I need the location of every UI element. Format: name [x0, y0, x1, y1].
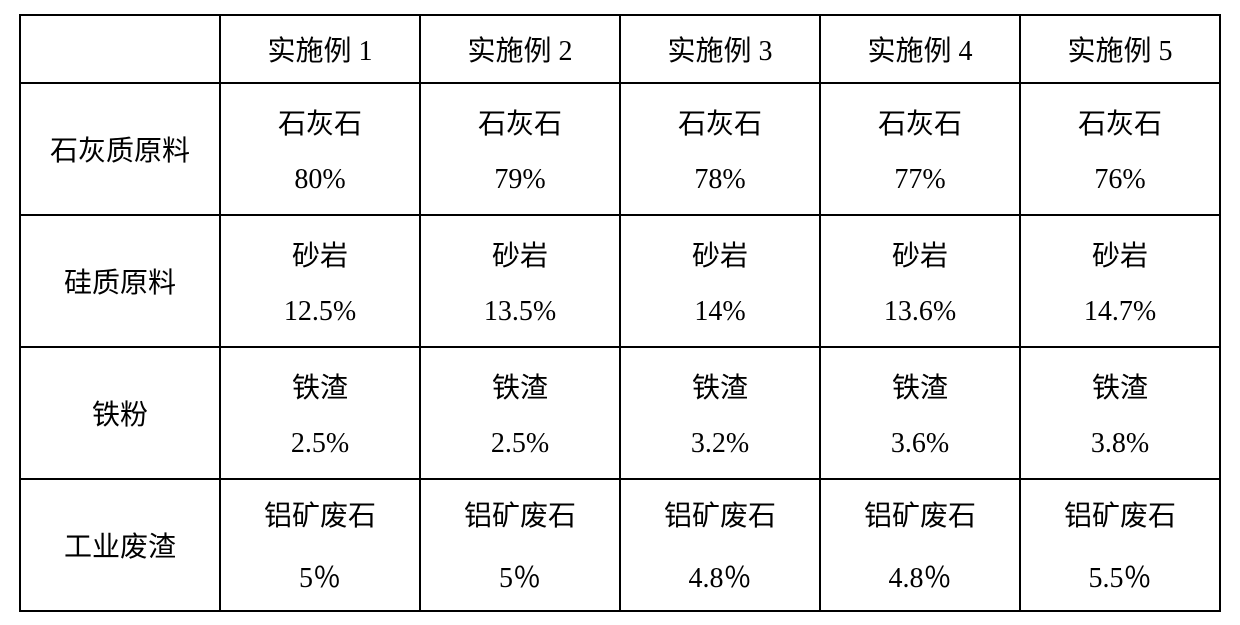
cell-percent: 5.5％ — [1088, 556, 1151, 596]
cell-percent: 13.6% — [884, 296, 956, 328]
data-cell: 铁渣 3.6% — [820, 347, 1020, 479]
cell-percent: 14% — [694, 296, 745, 328]
data-cell: 砂岩 14.7% — [1020, 215, 1220, 347]
cell-percent: 2.5% — [491, 428, 549, 460]
row-label: 石灰质原料 — [20, 83, 220, 215]
cell-material: 砂岩 — [892, 234, 948, 274]
cell-material: 铝矿废石 — [664, 494, 776, 534]
cell-percent: 13.5% — [484, 296, 556, 328]
data-cell: 铁渣 3.2% — [620, 347, 820, 479]
table-row: 石灰质原料 石灰石 80% 石灰石 79% 石灰石 78% 石灰石 77% — [20, 83, 1220, 215]
data-cell: 铁渣 2.5% — [420, 347, 620, 479]
header-col-2: 实施例 2 — [420, 15, 620, 83]
header-blank — [20, 15, 220, 83]
data-cell: 铝矿废石 4.8％ — [820, 479, 1020, 611]
cell-material: 石灰石 — [478, 102, 562, 142]
cell-material: 石灰石 — [678, 102, 762, 142]
data-cell: 石灰石 78% — [620, 83, 820, 215]
cell-percent: 80% — [294, 164, 345, 196]
cell-material: 石灰石 — [878, 102, 962, 142]
composition-table: 实施例 1 实施例 2 实施例 3 实施例 4 实施例 5 石灰质原料 石灰石 … — [19, 14, 1221, 612]
cell-material: 石灰石 — [278, 102, 362, 142]
header-col-1: 实施例 1 — [220, 15, 420, 83]
data-cell: 砂岩 13.6% — [820, 215, 1020, 347]
cell-material: 铁渣 — [692, 366, 748, 406]
data-cell: 铁渣 2.5% — [220, 347, 420, 479]
table-row: 硅质原料 砂岩 12.5% 砂岩 13.5% 砂岩 14% 砂岩 13.6% — [20, 215, 1220, 347]
cell-material: 铝矿废石 — [864, 494, 976, 534]
cell-percent: 3.8% — [1091, 428, 1149, 460]
cell-material: 铝矿废石 — [264, 494, 376, 534]
cell-percent: 79% — [494, 164, 545, 196]
header-row: 实施例 1 实施例 2 实施例 3 实施例 4 实施例 5 — [20, 15, 1220, 83]
cell-material: 铁渣 — [292, 366, 348, 406]
data-cell: 铝矿废石 5％ — [420, 479, 620, 611]
data-cell: 石灰石 79% — [420, 83, 620, 215]
header-col-4: 实施例 4 — [820, 15, 1020, 83]
cell-percent: 5％ — [299, 556, 341, 596]
cell-material: 砂岩 — [1092, 234, 1148, 274]
cell-percent: 4.8％ — [888, 556, 951, 596]
header-col-3: 实施例 3 — [620, 15, 820, 83]
row-label: 铁粉 — [20, 347, 220, 479]
cell-percent: 2.5% — [291, 428, 349, 460]
table-row: 工业废渣 铝矿废石 5％ 铝矿废石 5％ 铝矿废石 4.8％ 铝矿废石 4.8％ — [20, 479, 1220, 611]
cell-percent: 3.2% — [691, 428, 749, 460]
cell-percent: 77% — [894, 164, 945, 196]
cell-percent: 76% — [1094, 164, 1145, 196]
cell-material: 砂岩 — [492, 234, 548, 274]
cell-material: 砂岩 — [292, 234, 348, 274]
cell-percent: 78% — [694, 164, 745, 196]
cell-material: 铝矿废石 — [464, 494, 576, 534]
cell-material: 铁渣 — [1092, 366, 1148, 406]
data-cell: 石灰石 80% — [220, 83, 420, 215]
cell-percent: 3.6% — [891, 428, 949, 460]
header-col-5: 实施例 5 — [1020, 15, 1220, 83]
data-cell: 砂岩 13.5% — [420, 215, 620, 347]
data-cell: 砂岩 12.5% — [220, 215, 420, 347]
cell-material: 铁渣 — [492, 366, 548, 406]
row-label: 工业废渣 — [20, 479, 220, 611]
cell-percent: 14.7% — [1084, 296, 1156, 328]
data-cell: 铝矿废石 4.8％ — [620, 479, 820, 611]
cell-material: 石灰石 — [1078, 102, 1162, 142]
cell-percent: 5％ — [499, 556, 541, 596]
cell-material: 铁渣 — [892, 366, 948, 406]
table-row: 铁粉 铁渣 2.5% 铁渣 2.5% 铁渣 3.2% 铁渣 3.6% — [20, 347, 1220, 479]
data-cell: 铁渣 3.8% — [1020, 347, 1220, 479]
cell-percent: 4.8％ — [688, 556, 751, 596]
row-label: 硅质原料 — [20, 215, 220, 347]
cell-material: 砂岩 — [692, 234, 748, 274]
data-cell: 石灰石 77% — [820, 83, 1020, 215]
data-cell: 铝矿废石 5.5％ — [1020, 479, 1220, 611]
cell-material: 铝矿废石 — [1064, 494, 1176, 534]
data-cell: 石灰石 76% — [1020, 83, 1220, 215]
data-cell: 砂岩 14% — [620, 215, 820, 347]
data-cell: 铝矿废石 5％ — [220, 479, 420, 611]
cell-percent: 12.5% — [284, 296, 356, 328]
